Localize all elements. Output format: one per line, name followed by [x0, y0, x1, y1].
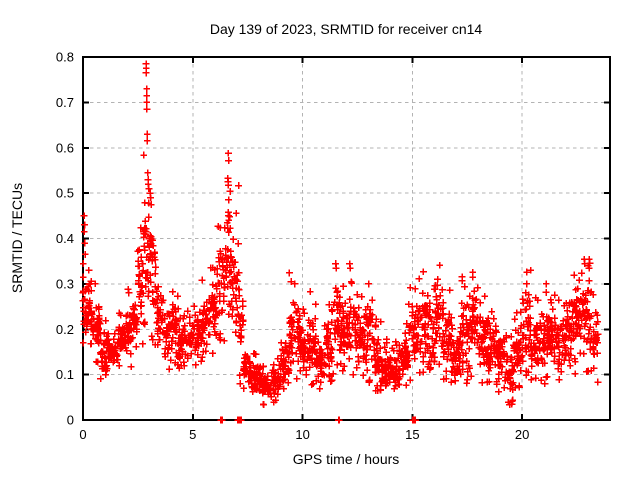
y-tick-label: 0.5 — [56, 186, 74, 201]
chart-title: Day 139 of 2023, SRMTID for receiver cn1… — [210, 21, 483, 37]
y-tick-label: 0.7 — [56, 95, 74, 110]
tick-labels: 0 5 10 15 20 0 0.1 0.2 0.3 0.4 0.5 0.6 0.7 0.8 — [56, 50, 529, 443]
y-tick-label: 0.2 — [56, 322, 74, 337]
y-tick-label: 0.6 — [56, 140, 74, 155]
y-tick-label: 0 — [67, 413, 74, 428]
x-axis-label: GPS time / hours — [293, 451, 400, 467]
scatter-points — [79, 60, 602, 424]
y-tick-label: 0.1 — [56, 367, 74, 382]
x-tick-label: 10 — [295, 427, 309, 442]
scatter-points-path — [79, 60, 602, 424]
y-tick-label: 0.3 — [56, 276, 74, 291]
y-tick-label: 0.8 — [56, 50, 74, 65]
y-tick-label: 0.4 — [56, 231, 74, 246]
x-tick-label: 5 — [189, 427, 196, 442]
x-tick-label: 0 — [79, 427, 86, 442]
x-tick-label: 20 — [515, 427, 529, 442]
x-tick-label: 15 — [405, 427, 419, 442]
y-axis-label: SRMTID / TECUs — [9, 183, 25, 293]
plot-border — [82, 56, 611, 421]
